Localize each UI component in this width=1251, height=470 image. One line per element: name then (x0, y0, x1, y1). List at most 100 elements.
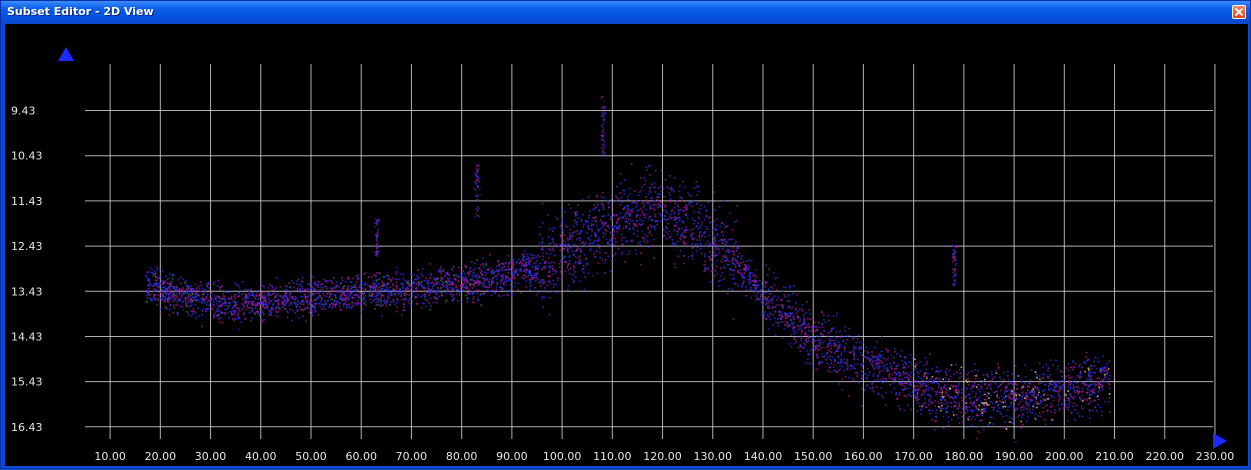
data-point (818, 322, 820, 324)
data-point (853, 347, 855, 349)
data-point (188, 315, 190, 317)
close-button[interactable] (1232, 5, 1246, 19)
data-point (718, 280, 720, 282)
data-point (473, 302, 475, 304)
data-point (829, 367, 831, 369)
data-point (476, 259, 478, 261)
data-point (734, 278, 736, 280)
data-point (985, 411, 987, 413)
data-point (173, 307, 175, 309)
data-point (343, 303, 345, 305)
close-icon (1234, 7, 1244, 17)
data-point (677, 231, 679, 233)
data-point (378, 292, 380, 294)
data-point (895, 377, 897, 379)
data-point (639, 218, 641, 220)
data-point (192, 294, 194, 296)
data-point (767, 307, 769, 309)
data-point (736, 247, 738, 249)
data-point (1084, 398, 1086, 400)
data-point (1104, 371, 1106, 373)
data-point (394, 293, 396, 295)
data-point (637, 242, 639, 244)
data-point (440, 277, 442, 279)
data-point (1081, 416, 1083, 418)
data-point (232, 306, 234, 308)
data-point (1015, 408, 1017, 410)
data-point (207, 294, 209, 296)
title-bar[interactable]: Subset Editor - 2D View (1, 1, 1250, 23)
data-point (249, 301, 251, 303)
data-point (618, 217, 620, 219)
data-point (260, 303, 262, 305)
data-point (1089, 385, 1091, 387)
data-point (940, 388, 942, 390)
data-point (236, 307, 238, 309)
data-point (626, 240, 628, 242)
data-point (1011, 390, 1013, 392)
data-point (691, 206, 693, 208)
data-point (572, 232, 574, 234)
data-point (1022, 387, 1024, 389)
data-point (1023, 385, 1025, 387)
data-point (1025, 407, 1027, 409)
data-point (990, 383, 992, 385)
data-point (534, 257, 536, 259)
data-point (1105, 373, 1107, 375)
data-point (873, 375, 875, 377)
data-point (752, 284, 754, 286)
data-point (952, 411, 954, 413)
data-point (376, 272, 378, 274)
data-point (926, 369, 928, 371)
data-point (937, 391, 939, 393)
data-point (150, 297, 152, 299)
data-point (1028, 398, 1030, 400)
data-point (803, 317, 805, 319)
data-point (146, 274, 148, 276)
data-point (977, 384, 979, 386)
data-point (988, 376, 990, 378)
data-point (659, 213, 661, 215)
data-point (945, 377, 947, 379)
data-point (288, 282, 290, 284)
data-point (416, 278, 418, 280)
data-point (311, 297, 313, 299)
data-point (172, 294, 174, 296)
data-point (498, 270, 500, 272)
data-point (1109, 379, 1111, 381)
data-point (350, 281, 352, 283)
data-point (837, 347, 839, 349)
data-point (307, 302, 309, 304)
data-point (148, 284, 150, 286)
data-point (512, 266, 514, 268)
data-point (739, 273, 741, 275)
data-point (529, 282, 531, 284)
data-point (215, 297, 217, 299)
data-point (765, 299, 767, 301)
data-point (890, 355, 892, 357)
data-point (385, 284, 387, 286)
data-point (409, 290, 411, 292)
data-point (208, 304, 210, 306)
data-point (181, 294, 183, 296)
data-point (284, 292, 286, 294)
data-point (1042, 390, 1044, 392)
data-point (197, 299, 199, 301)
data-point (806, 301, 808, 303)
data-point (828, 340, 830, 342)
data-point (287, 312, 289, 314)
data-point (529, 273, 531, 275)
data-point (328, 280, 330, 282)
data-point (1037, 387, 1039, 389)
data-point (285, 300, 287, 302)
data-point (654, 182, 656, 184)
data-point (560, 260, 562, 262)
data-point (976, 386, 978, 388)
data-point (999, 412, 1001, 414)
data-point (684, 230, 686, 232)
data-point (250, 289, 252, 291)
data-point (917, 371, 919, 373)
data-point (732, 247, 734, 249)
